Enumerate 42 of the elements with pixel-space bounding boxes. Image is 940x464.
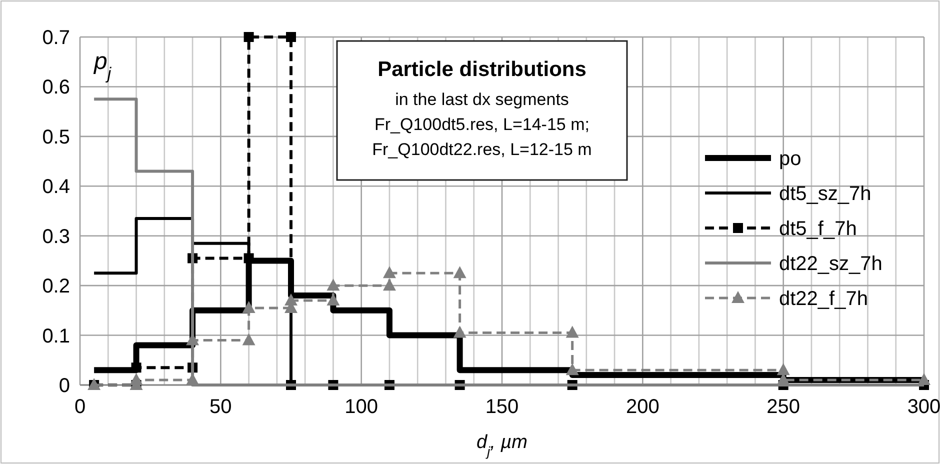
point [382, 266, 396, 278]
y-tick-label: 0.5 [42, 126, 70, 148]
text: in the last dx segments [395, 90, 569, 109]
point [130, 373, 143, 386]
point [566, 326, 579, 338]
y-tick-label: 0.1 [42, 325, 70, 348]
x-tick-label: 250 [766, 396, 800, 418]
x-tick-label: 200 [626, 396, 660, 418]
annotation: Fr_Q100dt5.res, L=14-15 m; [374, 115, 590, 134]
y-tick-label: 0.3 [42, 226, 70, 248]
point [284, 293, 298, 306]
x-tick-label: 100 [344, 396, 378, 418]
text: Particle distributions [378, 58, 586, 81]
x-axis-title: d$_{j}$, µm [476, 432, 528, 458]
point [326, 278, 340, 291]
point [453, 266, 466, 278]
point [286, 32, 296, 42]
legend-label: po [779, 148, 802, 170]
y-tick-label: 0 [58, 375, 70, 397]
x-tick-label: 50 [210, 396, 232, 418]
y-axis-title: p$_{j}$ [93, 48, 112, 82]
point [382, 278, 396, 291]
legend-label: dt22_sz_7h [779, 253, 882, 275]
y-tick-label: 0.4 [42, 176, 70, 198]
point [566, 363, 579, 376]
point [918, 373, 930, 386]
x-tick-label: 300 [907, 396, 940, 418]
point [242, 300, 256, 313]
point [453, 326, 466, 338]
point [776, 363, 790, 376]
y-tick-label: 0.7 [42, 27, 70, 49]
point [244, 32, 254, 42]
annotation: Fr_Q100dt22.res, L=12-15 m [372, 140, 592, 159]
legend-label: dt5_sz_7h [779, 183, 872, 205]
x-tick-label: 150 [485, 396, 519, 418]
x-tick-label: 0 [74, 396, 86, 418]
legend-label: dt5_f_7h [779, 218, 857, 240]
y-tick-label: 0.6 [42, 76, 70, 99]
point [776, 373, 790, 386]
point [242, 333, 256, 346]
y-tick-label: 0.2 [42, 276, 70, 298]
legend-label: dt22_f_7h [779, 288, 868, 310]
